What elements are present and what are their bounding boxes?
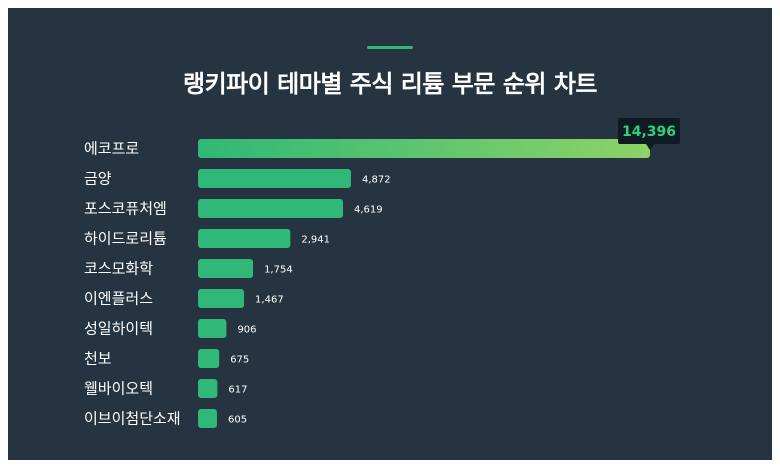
category-label: 하이드로리튬 bbox=[84, 230, 167, 248]
value-label: 675 bbox=[230, 355, 249, 366]
bar bbox=[198, 319, 227, 338]
bar bbox=[198, 409, 217, 428]
value-label: 1,754 bbox=[264, 265, 293, 276]
bar bbox=[198, 379, 218, 398]
category-label: 포스코퓨처엠 bbox=[84, 200, 167, 218]
category-label: 천보 bbox=[84, 350, 112, 368]
bar bbox=[198, 229, 291, 248]
title-accent-line bbox=[367, 46, 413, 49]
value-label: 14,396 bbox=[622, 124, 676, 140]
value-label: 605 bbox=[228, 415, 247, 426]
value-label: 4,872 bbox=[362, 175, 391, 186]
category-label: 웰바이오텍 bbox=[84, 380, 153, 398]
bar bbox=[198, 169, 351, 188]
category-label: 이엔플러스 bbox=[84, 290, 153, 308]
bar-chart: 에코프로 14,396 금양 4,872 포스코퓨처엠 4,619 하이드로리튬 2,941 코… bbox=[84, 118, 680, 428]
category-label: 에코프로 bbox=[84, 140, 139, 158]
category-label: 코스모화학 bbox=[84, 260, 153, 278]
value-label: 4,619 bbox=[354, 205, 383, 216]
value-label: 2,941 bbox=[301, 235, 330, 246]
category-label: 성일하이텍 bbox=[84, 320, 153, 338]
category-label: 금양 bbox=[84, 170, 112, 188]
value-label: 1,467 bbox=[255, 295, 284, 306]
bar bbox=[198, 289, 245, 308]
bar bbox=[198, 199, 344, 218]
chart-panel: 랭키파이 테마별 주식 리튬 부문 순위 차트 에코프로 14,396 금양 4,87… bbox=[8, 8, 772, 460]
bar bbox=[198, 259, 254, 278]
value-callout bbox=[618, 118, 680, 144]
chart-title: 랭키파이 테마별 주식 리튬 부문 순위 차트 bbox=[183, 70, 598, 98]
value-label: 617 bbox=[228, 385, 247, 396]
bar bbox=[198, 139, 650, 158]
value-label: 906 bbox=[237, 325, 256, 336]
callout-pointer bbox=[646, 144, 654, 150]
category-label: 이브이첨단소재 bbox=[84, 410, 181, 428]
bar bbox=[198, 349, 220, 368]
